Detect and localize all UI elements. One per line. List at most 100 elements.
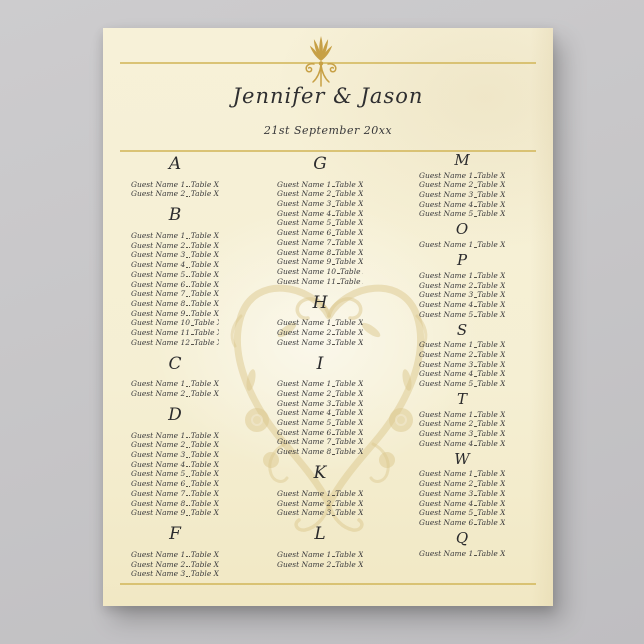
dotted-leader <box>186 286 190 287</box>
guest-name: Guest Name 6 <box>419 517 474 527</box>
table-label: Table X <box>335 427 363 437</box>
guest-row: Guest Name 7 Table X <box>131 289 219 299</box>
palmette-ornament <box>305 36 337 87</box>
guest-name: Guest Name 2 <box>419 479 474 489</box>
guest-name: Guest Name 2 <box>131 189 186 199</box>
guest-row: Guest Name 4 Table X <box>419 199 505 209</box>
dotted-leader <box>474 346 477 348</box>
dotted-leader <box>332 566 335 568</box>
guest-row: Guest Name 2 Table X <box>277 559 363 569</box>
section-letter: T <box>456 390 467 408</box>
guest-name: Guest Name 2 <box>277 327 332 337</box>
table-label: Table X <box>477 199 505 209</box>
dotted-leader <box>474 555 477 557</box>
guest-name: Guest Name 1 <box>419 240 474 250</box>
section-letter: C <box>168 353 182 374</box>
section-letter: W <box>454 449 470 468</box>
dotted-leader <box>474 425 477 427</box>
table-label: Table X <box>477 349 505 359</box>
table-label: Table X <box>477 498 505 508</box>
dotted-leader <box>474 196 477 198</box>
table-label: Table X <box>190 379 219 389</box>
guest-name: Guest Name 3 <box>419 488 474 498</box>
dotted-leader <box>474 316 477 318</box>
guest-row: Guest Name 3 Table X <box>419 359 505 369</box>
dotted-leader <box>474 277 477 279</box>
guest-name: Guest Name 1 <box>131 379 186 389</box>
guest-row: Guest Name 2 Table X <box>277 388 363 398</box>
section-letter: B <box>168 205 182 226</box>
guest-name: Guest Name 1 <box>277 379 332 389</box>
dotted-leader <box>332 395 335 397</box>
guest-row: Guest Name 1 Table X <box>277 318 363 328</box>
table-label: Table X <box>190 289 219 299</box>
guest-name: Guest Name 9 <box>131 308 186 318</box>
table-label: Table X <box>190 308 219 318</box>
table-label: Table X <box>190 440 219 450</box>
guest-row: Guest Name 1 Table X <box>419 469 505 479</box>
table-label: Table X <box>477 438 505 448</box>
table-label: Table X <box>477 340 505 350</box>
dotted-leader <box>332 424 335 426</box>
guest-name: Guest Name 2 <box>277 189 332 199</box>
dotted-leader <box>186 266 190 268</box>
guest-row: Guest Name 9 Table X <box>131 308 219 318</box>
section-letter: P <box>456 251 468 270</box>
table-label: Table X <box>477 469 505 479</box>
guest-name: Guest Name 3 <box>277 337 332 347</box>
dotted-leader <box>186 256 190 258</box>
section-letter: L <box>314 524 326 545</box>
table-label: Table X <box>194 327 219 337</box>
guest-row: Guest Name 2 Table X <box>277 189 363 199</box>
table-label: Table X <box>190 498 219 508</box>
guest-name: Guest Name 7 <box>277 437 332 447</box>
section-letter: F <box>169 524 181 545</box>
guest-name: Guest Name 2 <box>419 419 474 429</box>
guest-name: Guest Name 1 <box>419 270 474 280</box>
dotted-leader <box>332 514 335 516</box>
guest-row: Guest Name 1 Table X <box>419 239 505 249</box>
guest-row: Guest Name 2 Table X <box>419 349 505 359</box>
table-label: Table X <box>340 266 363 276</box>
dotted-leader <box>337 283 340 285</box>
table-label: Table X <box>477 290 505 300</box>
table-label: Table X <box>477 209 505 219</box>
guest-row: Guest Name 6 Table X <box>277 427 363 437</box>
dotted-leader <box>191 334 194 336</box>
dotted-leader <box>332 556 335 558</box>
dotted-leader <box>332 254 335 255</box>
seating-column-left: A Guest Name 1 Table X Guest Name 2 Table X B… <box>131 152 219 585</box>
section-letter: M <box>454 151 470 169</box>
section-letter: I <box>316 353 324 374</box>
guest-name: Guest Name 2 <box>277 559 332 569</box>
dotted-leader <box>186 305 190 307</box>
dotted-leader <box>474 505 477 506</box>
guest-name: Guest Name 1 <box>419 548 474 558</box>
dotted-leader <box>186 446 190 448</box>
guest-name: Guest Name 12 <box>131 337 191 347</box>
table-label: Table X <box>477 508 505 518</box>
section-letter: K <box>313 463 327 484</box>
guest-name: Guest Name 3 <box>419 359 474 369</box>
guest-name: Guest Name 2 <box>419 180 474 190</box>
dotted-leader <box>191 324 194 326</box>
table-label: Table X <box>190 189 219 199</box>
guest-row: Guest Name 8 Table X <box>131 298 219 308</box>
guest-row: Guest Name 3 Table X <box>277 398 363 408</box>
guest-name: Guest Name 1 <box>277 318 332 328</box>
table-label: Table X <box>477 409 505 419</box>
guest-name: Guest Name 4 <box>277 208 332 218</box>
guest-name: Guest Name 7 <box>131 289 186 299</box>
guest-name: Guest Name 5 <box>419 209 474 219</box>
guest-row: Guest Name 1 Table X <box>277 488 363 498</box>
couple-names-title: Jennifer & Jason <box>232 84 424 108</box>
table-label: Table X <box>340 276 363 286</box>
dotted-leader <box>186 456 190 458</box>
dotted-leader <box>186 505 190 506</box>
guest-name: Guest Name 8 <box>277 447 332 457</box>
guest-row: Guest Name 9 Table X <box>277 257 363 266</box>
dotted-leader <box>332 224 335 226</box>
